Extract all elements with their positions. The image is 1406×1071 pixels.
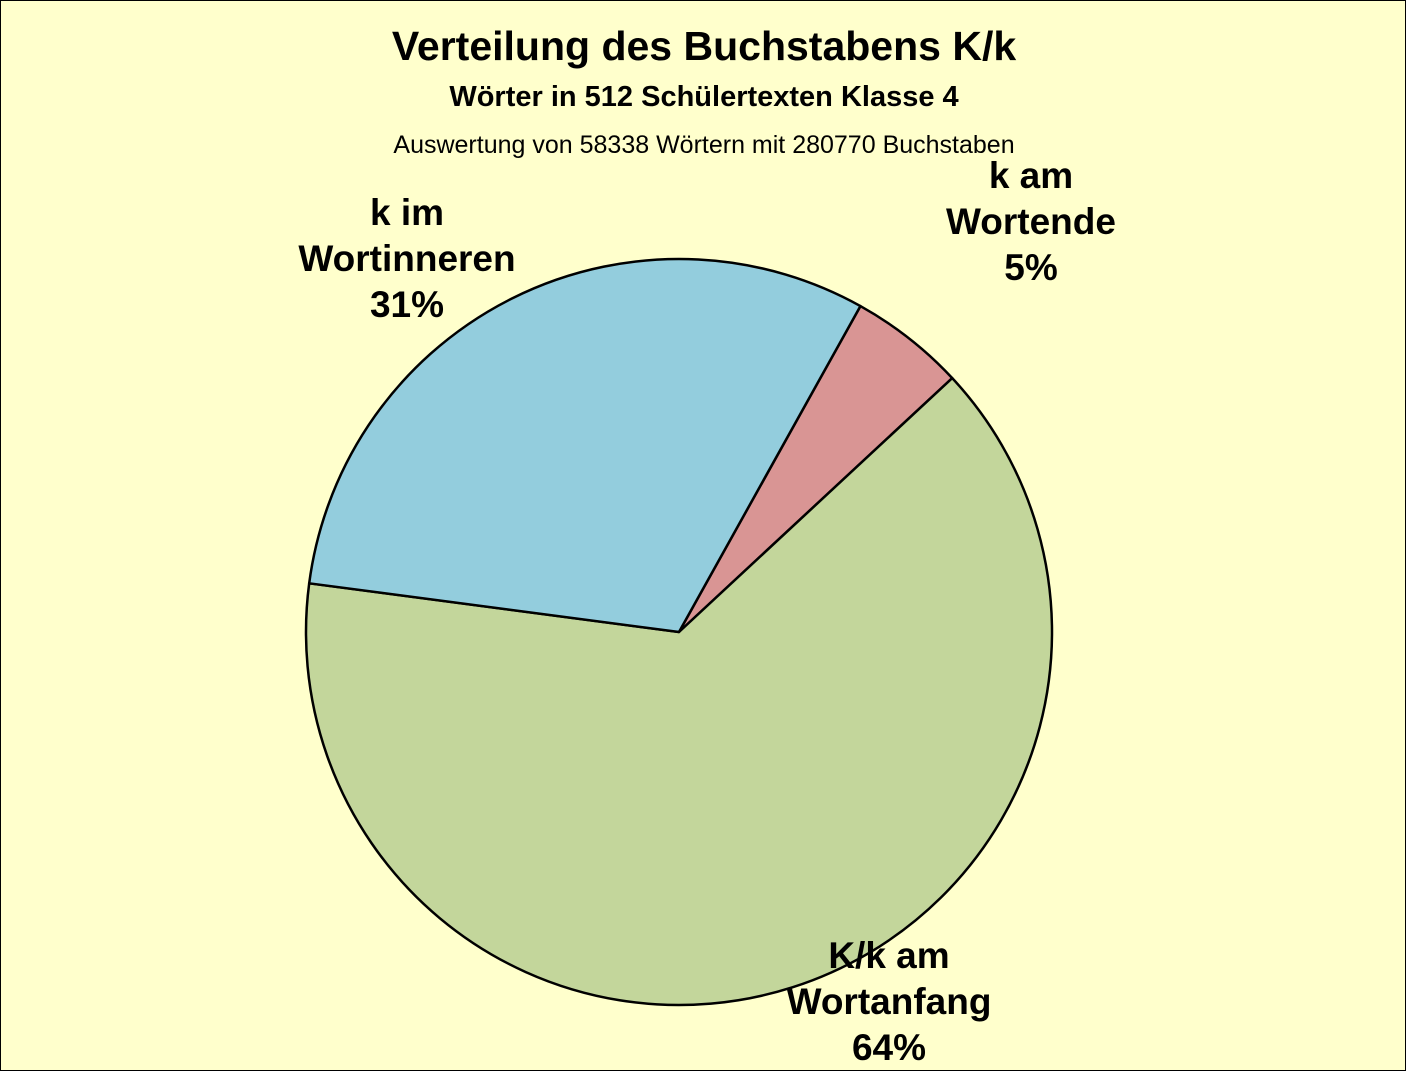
slice-name-line: K/k am — [828, 935, 949, 976]
chart-title: Verteilung des Buchstabens K/k — [391, 23, 1017, 69]
pie-slice-2 — [307, 257, 862, 634]
slice-name-line: Wortanfang — [787, 981, 992, 1022]
pie-slice-1 — [304, 376, 1054, 1007]
chart-note: Auswertung von 58338 Wörtern mit 280770 … — [393, 131, 1015, 159]
slice-value-label: 64% — [852, 1027, 926, 1068]
slice-name-line: k im — [370, 192, 444, 233]
slice-label-0: k am Wortende 5% — [946, 155, 1116, 288]
slice-name-line: k am — [989, 155, 1073, 196]
slice-name-line: Wortende — [946, 201, 1116, 242]
slice-value-label: 31% — [370, 284, 444, 325]
slice-label-2: k im Wortinneren 31% — [298, 192, 515, 325]
slice-label-1: K/k am Wortanfang 64% — [787, 935, 992, 1068]
slice-value-label: 5% — [1004, 247, 1057, 288]
chart-subtitle: Wörter in 512 Schülertexten Klasse 4 — [449, 81, 959, 113]
slice-name-line: Wortinneren — [298, 238, 515, 279]
